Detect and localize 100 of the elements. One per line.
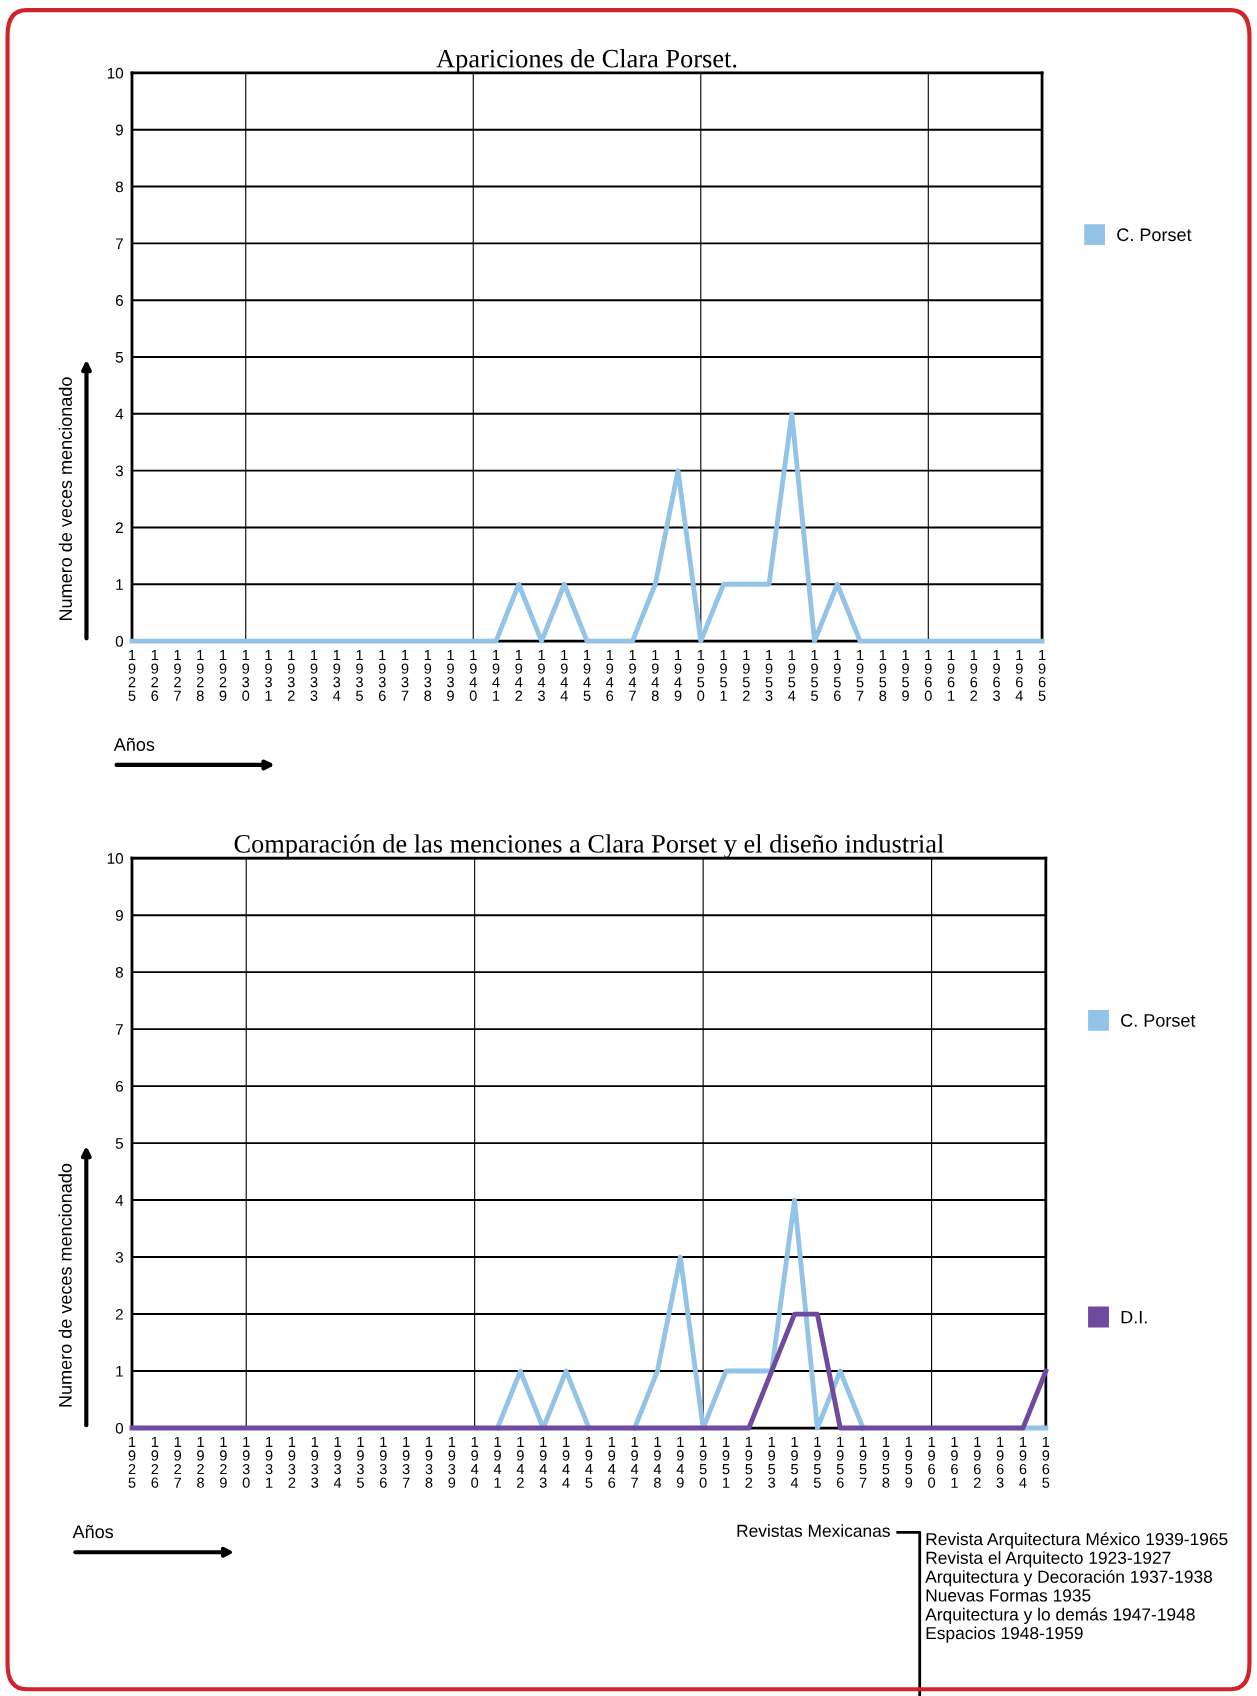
x-tick-label: 1932 xyxy=(288,1436,296,1488)
x-tick-label: 1964 xyxy=(1019,1436,1027,1488)
x-tick-label: 1961 xyxy=(947,649,955,701)
text: Arquitectura y Decoración 1937-1938 xyxy=(925,1569,1213,1587)
y-tick-label: 10 xyxy=(107,67,124,79)
x-tick-label: 1947 xyxy=(628,649,637,701)
x-tick-label: 1925 xyxy=(128,649,136,701)
y-tick-label: 4 xyxy=(115,1195,124,1206)
x-tick-label: 1944 xyxy=(560,649,568,701)
legend-label: D.I. xyxy=(1121,1310,1147,1324)
x-tick-label: 1949 xyxy=(676,1436,684,1488)
x-tick-label: 1943 xyxy=(539,1436,547,1488)
y-tick-label: 3 xyxy=(115,1251,123,1263)
x-tick-label: 1948 xyxy=(651,649,659,701)
y-axis-title: Numero de veces mencionado xyxy=(58,1163,72,1407)
x-tick-label: 1957 xyxy=(856,649,864,701)
y-tick-label: 7 xyxy=(115,1024,123,1035)
x-tick-label: 1927 xyxy=(174,649,181,701)
x-tick-label: 1953 xyxy=(768,1436,776,1488)
x-tick-label: 1945 xyxy=(583,649,591,701)
x-tick-label: 1964 xyxy=(1015,649,1023,701)
y-tick-label: 0 xyxy=(115,1422,124,1434)
x-tick-label: 1934 xyxy=(333,649,341,701)
x-tick-label: 1965 xyxy=(1042,1436,1050,1488)
x-tick-label: 1959 xyxy=(905,1436,913,1488)
x-tick-label: 1954 xyxy=(790,1436,799,1488)
y-tick-label: 6 xyxy=(115,1080,123,1092)
x-axis-title: Años xyxy=(72,1525,114,1539)
x-tick-label: 1939 xyxy=(448,1436,456,1488)
x-tick-label: 1930 xyxy=(242,1436,250,1488)
x-tick-label: 1942 xyxy=(516,1436,524,1488)
x-tick-label: 1933 xyxy=(310,649,318,701)
x-tick-label: 1953 xyxy=(765,649,773,701)
x-tick-label: 1929 xyxy=(220,1436,227,1488)
x-tick-label: 1943 xyxy=(537,649,546,701)
x-tick-label: 1931 xyxy=(265,1436,273,1488)
x-tick-label: 1961 xyxy=(951,1436,958,1488)
y-tick-label: 7 xyxy=(115,238,123,249)
x-tick-label: 1941 xyxy=(493,1436,502,1488)
x-tick-label: 1926 xyxy=(151,1436,159,1488)
x-tick-label: 1938 xyxy=(425,1436,433,1488)
x-tick-label: 1936 xyxy=(379,1436,387,1488)
legend-label: C. Porset xyxy=(1117,228,1192,242)
x-tick-label: 1962 xyxy=(970,649,978,701)
x-tick-label: 1942 xyxy=(515,649,523,701)
x-tick-label: 1956 xyxy=(836,1436,844,1488)
y-tick-label: 8 xyxy=(115,967,123,978)
x-tick-label: 1949 xyxy=(674,649,682,701)
x-tick-label: 1955 xyxy=(811,649,818,701)
x-tick-label: 1960 xyxy=(928,1436,936,1488)
x-tick-label: 1937 xyxy=(402,1436,410,1488)
x-tick-label: 1963 xyxy=(996,1436,1004,1488)
x-tick-label: 1933 xyxy=(311,1436,319,1488)
chart-title: Apariciones de Clara Porset. xyxy=(436,49,737,73)
x-tick-label: 1946 xyxy=(608,1436,616,1488)
text: Arquitectura y lo demás 1947-1948 xyxy=(925,1607,1195,1624)
x-tick-label: 1931 xyxy=(265,649,272,701)
y-tick-label: 6 xyxy=(115,295,123,306)
x-tick-label: 1932 xyxy=(287,649,295,701)
x-tick-label: 1928 xyxy=(196,649,204,701)
x-tick-label: 1948 xyxy=(653,1436,662,1488)
x-tick-label: 1945 xyxy=(585,1436,593,1488)
x-tick-label: 1929 xyxy=(219,649,227,701)
text: Espacios 1948-1959 xyxy=(926,1626,1083,1643)
x-tick-label: 1936 xyxy=(378,649,386,701)
y-tick-label: 2 xyxy=(115,1308,123,1320)
x-tick-label: 1952 xyxy=(742,649,750,701)
x-tick-label: 1935 xyxy=(356,1436,364,1488)
x-tick-label: 1935 xyxy=(356,649,363,701)
y-axis-title: Numero de veces mencionado xyxy=(58,377,72,620)
x-tick-label: 1940 xyxy=(470,1436,479,1488)
y-tick-label: 1 xyxy=(116,1366,123,1377)
x-tick-label: 1947 xyxy=(630,1436,639,1488)
y-tick-label: 0 xyxy=(115,635,124,647)
x-tick-label: 1941 xyxy=(492,649,500,701)
x-tick-label: 1958 xyxy=(882,1436,890,1488)
text: Nuevas Formas 1935 xyxy=(926,1589,1091,1602)
y-tick-label: 5 xyxy=(115,352,124,363)
x-tick-label: 1944 xyxy=(562,1436,570,1488)
y-tick-label: 5 xyxy=(115,1138,124,1149)
x-tick-label: 1946 xyxy=(606,649,614,701)
y-tick-label: 10 xyxy=(107,853,124,864)
x-tick-label: 1930 xyxy=(242,649,250,701)
x-tick-label: 1950 xyxy=(699,1436,707,1488)
x-tick-label: 1956 xyxy=(833,649,841,701)
x-tick-label: 1954 xyxy=(788,649,796,701)
x-tick-label: 1951 xyxy=(720,649,727,701)
x-tick-label: 1963 xyxy=(993,649,1000,701)
x-tick-label: 1955 xyxy=(813,1436,821,1488)
x-tick-label: 1937 xyxy=(401,649,409,701)
x-tick-label: 1958 xyxy=(879,649,887,701)
x-tick-label: 1962 xyxy=(973,1436,981,1488)
x-tick-label: 1934 xyxy=(333,1436,342,1488)
x-tick-label: 1938 xyxy=(424,649,432,701)
x-tick-label: 1965 xyxy=(1038,649,1046,701)
x-tick-label: 1957 xyxy=(859,1436,867,1488)
y-tick-label: 8 xyxy=(115,181,123,193)
x-tick-label: 1959 xyxy=(902,649,909,701)
y-tick-label: 1 xyxy=(116,579,123,590)
x-tick-label: 1926 xyxy=(151,649,159,701)
